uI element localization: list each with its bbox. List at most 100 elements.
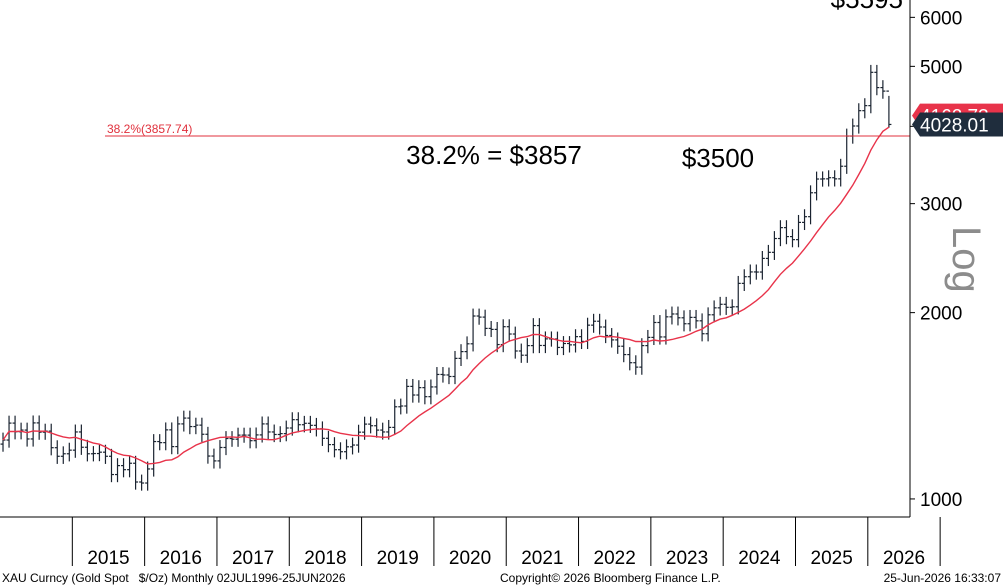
ohlc-bar — [802, 209, 808, 231]
ohlc-bar — [886, 90, 892, 128]
ohlc-bar — [591, 313, 597, 333]
ohlc-bar — [669, 306, 675, 325]
ohlc-bar — [374, 418, 380, 438]
x-tick-label: 2017 — [232, 548, 274, 569]
svg-text:4028.01: 4028.01 — [920, 115, 989, 136]
ohlc-bar — [145, 461, 151, 491]
ohlc-bar — [765, 244, 771, 267]
y-tick-label: 1000 — [920, 490, 962, 511]
ohlc-bar — [108, 448, 114, 483]
y-tick-label: 6000 — [920, 8, 962, 29]
ohlc-bar — [832, 170, 838, 187]
ohlc-bar — [157, 434, 163, 451]
ohlc-bar — [826, 170, 832, 187]
ohlc-bar — [223, 431, 229, 456]
ohlc-bar — [639, 338, 645, 375]
ohlc-bar — [428, 379, 434, 405]
ohlc-bar — [410, 378, 416, 403]
ohlc-bar — [585, 317, 591, 350]
ohlc-bar — [446, 367, 452, 385]
ohlc-bar — [66, 442, 72, 462]
ohlc-bar — [217, 440, 223, 469]
ohlc-bar — [84, 439, 90, 462]
ohlc-bar — [741, 269, 747, 292]
ohlc-bar — [295, 412, 301, 433]
annotation-fibonacci: 38.2% = $3857 — [406, 140, 582, 170]
ohlc-bar — [127, 455, 133, 478]
ohlc-bar — [777, 220, 783, 247]
fibonacci-level-label: 38.2%(3857.74) — [107, 122, 192, 136]
ohlc-bar — [386, 419, 392, 440]
ohlc-bar — [880, 80, 886, 99]
ohlc-bar — [796, 214, 802, 248]
ohlc-bar — [229, 431, 235, 447]
ohlc-bar — [729, 299, 735, 315]
ohlc-bar — [627, 347, 633, 371]
ohlc-bar — [567, 336, 573, 353]
ohlc-bar — [518, 343, 524, 363]
ohlc-bar — [850, 118, 856, 144]
ohlc-bar — [102, 444, 108, 464]
ohlc-bar — [60, 446, 66, 464]
ohlc-bar — [121, 458, 127, 478]
ohlc-bar — [814, 171, 820, 201]
x-tick-label: 2020 — [449, 548, 491, 569]
ohlc-bar — [199, 417, 205, 442]
ohlc-bar — [844, 128, 850, 174]
ohlc-bar — [458, 344, 464, 367]
ohlc-bar — [24, 422, 30, 447]
ohlc-bar — [868, 64, 874, 114]
ohlc-bar — [169, 422, 175, 455]
ohlc-bar — [723, 296, 729, 315]
x-tick-label: 2018 — [304, 548, 346, 569]
ohlc-bar — [319, 421, 325, 446]
price-bars — [0, 64, 892, 491]
ohlc-bar — [163, 422, 169, 451]
footer-security: XAU Curncy (Gold Spot $/Oz) Monthly 02JU… — [2, 571, 346, 585]
ohlc-bar — [711, 300, 717, 323]
x-tick-label: 2022 — [594, 548, 636, 569]
ohlc-bar — [573, 329, 579, 353]
ohlc-bar — [500, 319, 506, 353]
ohlc-bar — [54, 440, 60, 464]
ohlc-bar — [470, 308, 476, 352]
ohlc-bar — [603, 319, 609, 344]
ohlc-bar — [633, 355, 639, 375]
ohlc-bar — [675, 306, 681, 326]
ohlc-bar — [542, 331, 548, 354]
ohlc-bar — [579, 329, 585, 350]
x-tick-label: 2024 — [738, 548, 781, 569]
ohlc-bar — [368, 416, 374, 434]
price-tags: 4162.734028.01 — [912, 103, 1003, 137]
ohlc-bar — [681, 310, 687, 332]
ohlc-bar — [512, 326, 518, 359]
ohlc-bar — [753, 264, 759, 280]
ohlc-bar — [862, 98, 868, 119]
ohlc-bar — [181, 410, 187, 432]
x-tick-label: 2021 — [521, 548, 563, 569]
ohlc-bar — [36, 415, 42, 440]
ohlc-bar — [717, 296, 723, 316]
ohlc-bar — [283, 420, 289, 442]
ohlc-bar — [398, 398, 404, 415]
ohlc-bar — [524, 338, 530, 363]
ohlc-bar — [253, 427, 259, 449]
log-scale-label: Log — [944, 226, 988, 293]
ohlc-bar — [416, 380, 422, 403]
ohlc-bar — [115, 458, 121, 483]
x-tick-label: 2025 — [811, 548, 853, 569]
ohlc-bar — [820, 171, 826, 187]
ohlc-bar — [151, 434, 157, 477]
annotation-peak: $5595 — [831, 0, 903, 14]
ohlc-bar — [96, 444, 102, 462]
x-tick-label: 2016 — [160, 548, 202, 569]
ohlc-bar — [440, 367, 446, 383]
ohlc-bar — [392, 399, 398, 436]
ohlc-bar — [735, 275, 741, 315]
ohlc-bar — [90, 446, 96, 462]
ohlc-bar — [72, 424, 78, 458]
ohlc-bar — [187, 410, 193, 435]
ohlc-bar — [205, 426, 211, 464]
ohlc-bar — [325, 430, 331, 453]
ohlc-bar — [838, 158, 844, 187]
